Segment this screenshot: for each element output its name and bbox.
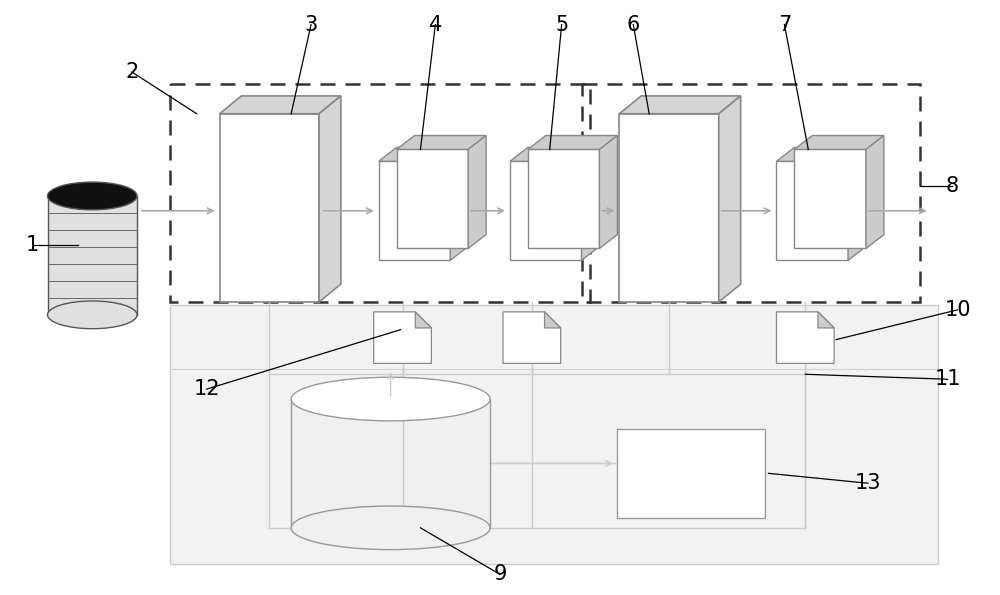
Polygon shape [719,96,741,302]
Polygon shape [220,96,341,114]
Polygon shape [379,148,468,161]
Text: 6: 6 [627,14,640,35]
Polygon shape [528,149,599,249]
Text: 5: 5 [555,14,568,35]
Polygon shape [582,148,599,261]
Text: 11: 11 [934,369,961,389]
Text: 9: 9 [493,565,507,584]
Ellipse shape [48,301,137,328]
Bar [170,84,590,302]
Polygon shape [545,312,561,328]
Polygon shape [776,161,848,261]
Polygon shape [776,148,866,161]
Polygon shape [776,312,834,364]
Polygon shape [503,312,561,364]
Polygon shape [220,114,319,302]
Polygon shape [866,136,884,249]
Ellipse shape [291,506,490,550]
Text: 13: 13 [855,473,881,493]
Polygon shape [415,312,431,328]
Polygon shape [528,136,617,149]
Polygon shape [468,136,486,249]
Bar [170,305,938,565]
Polygon shape [397,136,486,149]
Text: 3: 3 [304,14,318,35]
Polygon shape [818,312,834,328]
Polygon shape [619,96,741,114]
Polygon shape [291,399,490,528]
Polygon shape [319,96,341,302]
Polygon shape [374,312,431,364]
Polygon shape [48,196,137,315]
Polygon shape [379,161,450,261]
Text: 8: 8 [946,176,959,196]
Polygon shape [619,114,719,302]
Text: 4: 4 [429,14,442,35]
Polygon shape [450,148,468,261]
Text: 12: 12 [193,379,220,399]
Text: 10: 10 [944,300,971,320]
Polygon shape [397,149,468,249]
Polygon shape [599,136,617,249]
Polygon shape [794,136,884,149]
Polygon shape [794,149,866,249]
Text: 2: 2 [125,62,139,82]
Polygon shape [848,148,866,261]
Ellipse shape [291,377,490,421]
Bar [582,84,920,302]
Bar [617,429,765,518]
Polygon shape [510,148,599,161]
Text: 7: 7 [778,14,791,35]
Polygon shape [510,161,582,261]
Ellipse shape [48,182,137,210]
Text: 1: 1 [26,236,39,255]
